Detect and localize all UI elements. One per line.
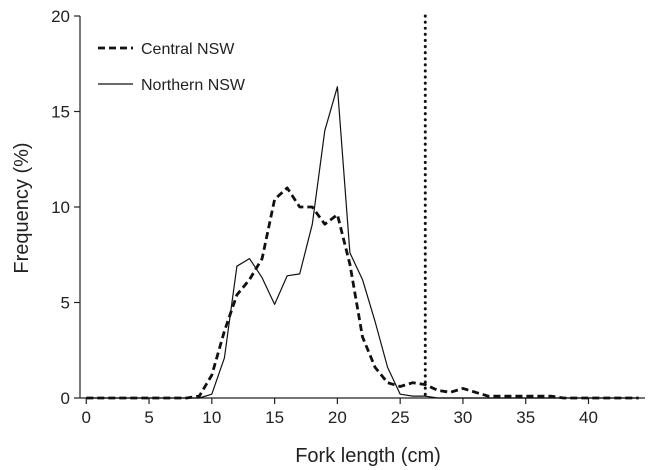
x-tick-label: 5 [144, 408, 153, 427]
axes [79, 16, 645, 399]
x-tick-label: 10 [202, 408, 221, 427]
ticks: 0 5 10 15 20 25 30 35 40 0 5 10 15 20 [51, 7, 598, 427]
x-tick-label: 25 [391, 408, 410, 427]
series-line-central-nsw [86, 186, 639, 400]
x-tick-label: 15 [265, 408, 284, 427]
x-tick-label: 35 [516, 408, 535, 427]
y-axis-label: Frequency (%) [11, 142, 33, 273]
y-tick-label: 15 [51, 103, 70, 122]
series-line-northern-nsw [86, 86, 639, 399]
y-tick-label: 20 [51, 7, 70, 26]
y-tick-label: 5 [61, 294, 70, 313]
legend-label-central-nsw: Central NSW [141, 41, 235, 58]
x-tick-label: 0 [82, 408, 91, 427]
y-tick-label: 0 [61, 389, 70, 408]
x-axis-label: Fork length (cm) [295, 445, 441, 467]
series-layer [86, 86, 639, 400]
x-tick-label: 30 [453, 408, 472, 427]
y-tick-label: 10 [51, 198, 70, 217]
legend-label-northern-nsw: Northern NSW [141, 77, 246, 94]
x-tick-label: 20 [328, 408, 347, 427]
legend: Central NSW Northern NSW [98, 41, 246, 94]
x-tick-label: 40 [579, 408, 598, 427]
